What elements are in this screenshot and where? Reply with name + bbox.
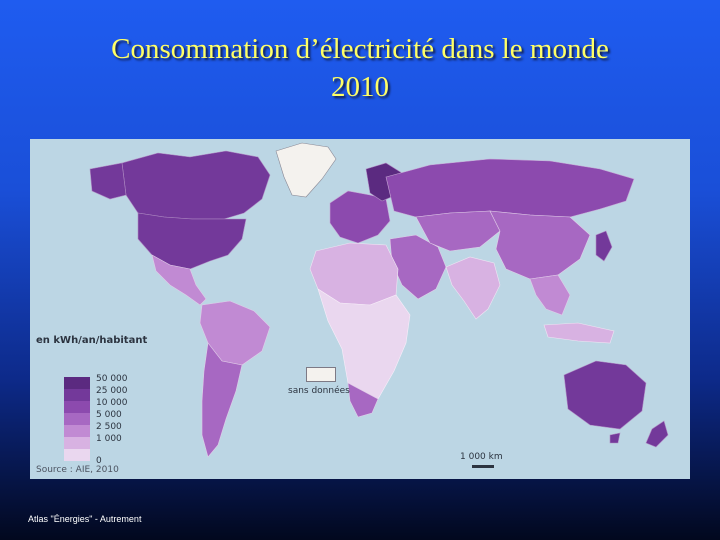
- map-source: Source : AIE, 2010: [36, 465, 119, 475]
- region-indonesia: [543, 322, 615, 344]
- scale-label: 1 000 km: [460, 452, 503, 462]
- region-southern-africa: [347, 382, 379, 418]
- legend-label-50000: 50 000: [96, 374, 128, 384]
- legend-label-0: 0: [96, 456, 102, 466]
- region-greenland: [275, 142, 337, 198]
- world-map: en kWh/an/habitant 50 000 25 000 10 000 …: [30, 139, 690, 479]
- legend-title: en kWh/an/habitant: [36, 335, 148, 346]
- region-new-zealand: [645, 420, 669, 448]
- credit-text: Atlas "Énergies" - Autrement: [28, 514, 142, 524]
- legend-label-5000: 5 000: [96, 410, 122, 420]
- region-central-asia: [415, 210, 501, 252]
- region-tasmania: [609, 432, 621, 444]
- region-india: [445, 256, 501, 320]
- slide-title: Consommation d’électricité dans le monde…: [0, 30, 720, 106]
- region-south-america-south: [201, 342, 243, 458]
- region-south-america-north: [199, 300, 271, 366]
- region-australia: [563, 360, 647, 430]
- region-canada: [121, 150, 271, 220]
- legend-swatch-0: [64, 449, 90, 461]
- legend-swatch-25000: [64, 389, 90, 401]
- legend-label-1000: 1 000: [96, 434, 122, 444]
- world-map-drawing: [30, 139, 690, 479]
- region-japan: [595, 230, 613, 262]
- region-mexico: [151, 254, 207, 306]
- region-europe-west: [329, 190, 391, 244]
- region-alaska: [89, 162, 127, 200]
- region-southeast-asia: [529, 274, 571, 316]
- region-subsaharan-africa: [317, 288, 411, 408]
- legend-label-25000: 25 000: [96, 386, 128, 396]
- title-line-1: Consommation d’électricité dans le monde: [111, 33, 609, 65]
- legend-swatch-5000: [64, 413, 90, 425]
- scale-bar: [472, 465, 494, 468]
- legend-swatch-10000: [64, 401, 90, 413]
- legend-no-data-label: sans données: [288, 386, 350, 396]
- legend-swatch-2500: [64, 425, 90, 437]
- legend-swatch-1000: [64, 437, 90, 449]
- legend-no-data-swatch: [306, 367, 336, 382]
- legend-label-2500: 2 500: [96, 422, 122, 432]
- legend-swatch-50000: [64, 377, 90, 389]
- title-line-2: 2010: [331, 71, 389, 103]
- legend-label-10000: 10 000: [96, 398, 128, 408]
